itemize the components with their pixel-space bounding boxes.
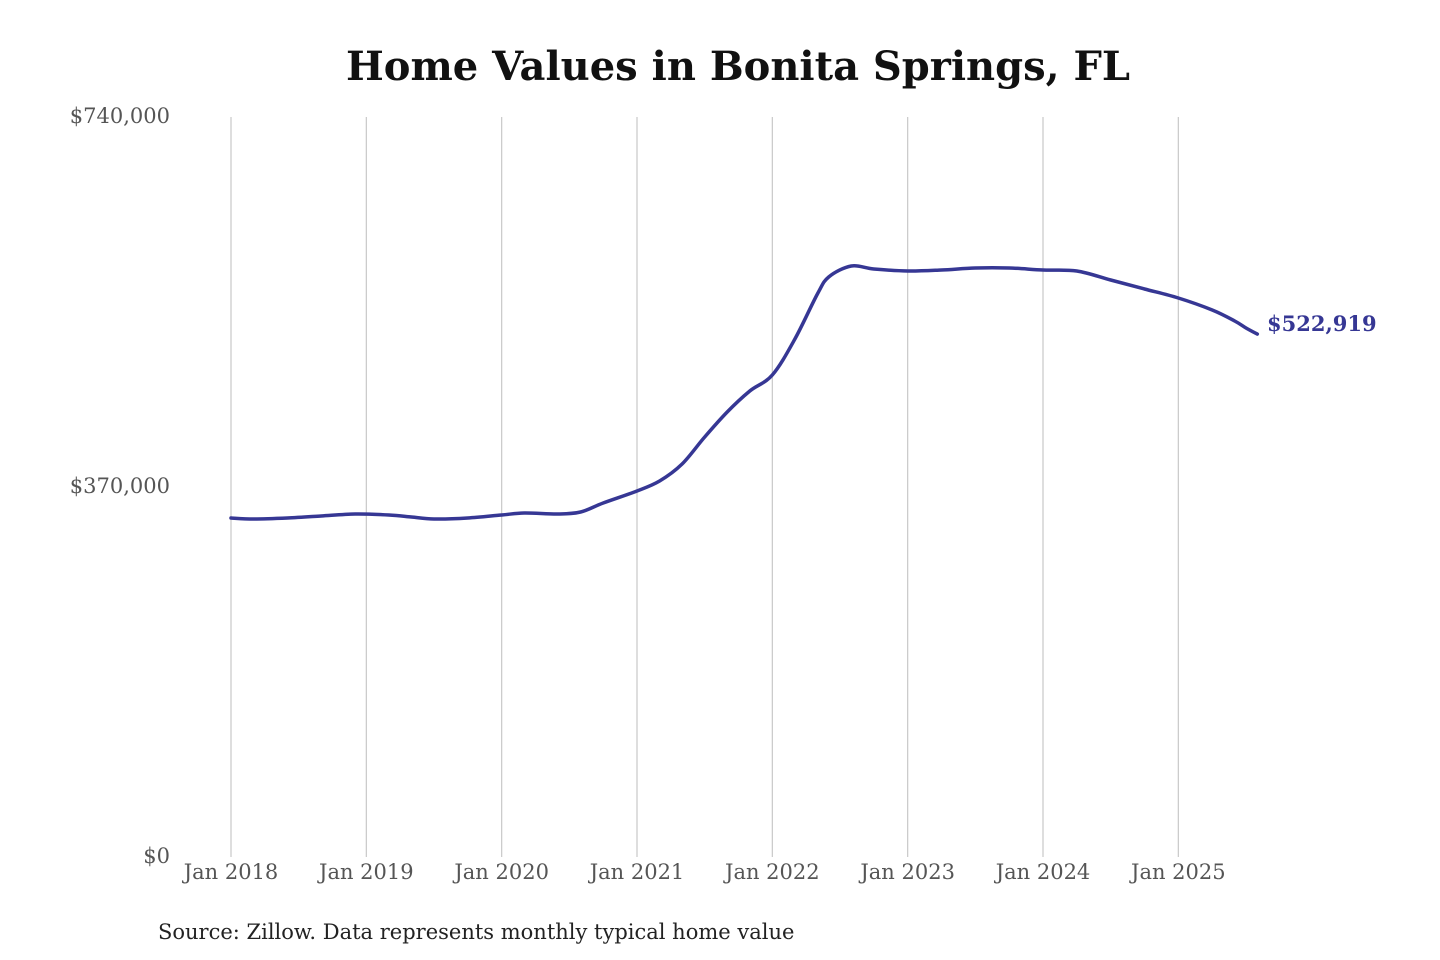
data-point [906,269,910,273]
data-point [973,266,977,270]
data-point [680,462,684,466]
x-axis-ticks: Jan 2018 Jan 2019 Jan 2020 Jan 2021 Jan 2022… [182,860,1226,884]
data-point [793,337,797,341]
data-point [658,479,662,483]
data-point [1007,266,1011,270]
chart-title: Home Values in Bonita Springs, FL [346,43,1130,90]
data-point [748,389,752,393]
y-tick-label: $740,000 [70,104,170,128]
data-point [1143,287,1147,291]
data-point [387,513,391,517]
data-point [522,511,526,515]
data-point [556,512,560,516]
y-tick-label: $370,000 [70,474,170,498]
data-point [1041,268,1045,272]
series-line-0 [229,263,1260,521]
x-tick-label: Jan 2025 [1129,860,1226,884]
y-tick-label: $0 [143,844,170,868]
data-point [635,489,639,493]
x-tick-label: Jan 2022 [723,860,820,884]
data-point [229,516,233,520]
data-point [353,512,357,516]
x-tick-label: Jan 2024 [994,860,1091,884]
data-point [1233,319,1237,323]
data-point [703,435,707,439]
data-point [849,264,853,268]
series-layer [229,263,1260,521]
data-point [601,501,605,505]
data-point [409,515,413,519]
data-point [252,517,256,521]
data-point [319,514,323,518]
x-tick-label: Jan 2019 [317,860,414,884]
data-point [1210,308,1214,312]
data-point [1075,269,1079,273]
data-point [872,267,876,271]
data-point [500,513,504,517]
data-point [815,292,819,296]
data-point [1244,326,1248,330]
data-point [466,516,470,520]
data-point [579,510,583,514]
data-point [725,410,729,414]
source-note: Source: Zillow. Data represents monthly … [158,920,794,944]
data-point [1176,296,1180,300]
x-tick-label: Jan 2023 [858,860,955,884]
end-value-label: $522,919 [1267,311,1377,336]
x-tick-label: Jan 2018 [182,860,279,884]
data-point [770,373,774,377]
data-point [1255,332,1259,336]
data-point [940,268,944,272]
data-point [285,516,289,520]
data-point [1109,278,1113,282]
y-axis-ticks: $0 $370,000 $740,000 [70,104,170,868]
data-point [827,275,831,279]
x-tick-label: Jan 2021 [588,860,685,884]
x-tick-label: Jan 2020 [452,860,549,884]
data-point [432,517,436,521]
gridlines [230,117,1179,857]
